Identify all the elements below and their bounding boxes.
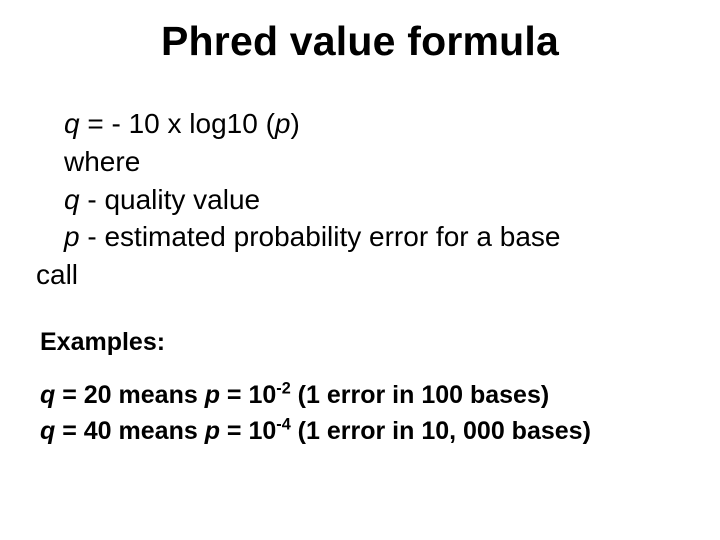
formula-line-4-left: p - estimated probability error for a	[64, 221, 500, 252]
var-p: p	[64, 221, 80, 252]
page-title: Phred value formula	[36, 18, 684, 65]
formula-text: )	[291, 108, 300, 139]
examples-block: q = 20 means p = 10-2 (1 error in 100 ba…	[40, 377, 684, 450]
formula-line-4: p - estimated probability error for a ba…	[64, 218, 674, 256]
exponent: -2	[276, 380, 290, 398]
exponent: -4	[276, 416, 290, 434]
var-q: q	[40, 417, 55, 445]
formula-text: = - 10 x log10 (	[80, 108, 275, 139]
examples-heading: Examples:	[40, 328, 684, 357]
formula-line-5: call	[36, 256, 674, 294]
example-text: (1 error in 10, 000 bases)	[291, 417, 591, 445]
formula-line-4-right: base	[500, 221, 561, 252]
formula-block: q = - 10 x log10 (p) where q - quality v…	[64, 105, 674, 294]
formula-text: - estimated probability error for a	[80, 221, 492, 252]
example-row: q = 20 means p = 10-2 (1 error in 100 ba…	[40, 377, 684, 413]
formula-line-2: where	[64, 143, 674, 181]
example-text: = 10	[220, 381, 276, 409]
var-p: p	[205, 381, 220, 409]
formula-text: - quality value	[80, 184, 261, 215]
var-q: q	[64, 108, 80, 139]
example-text: = 10	[220, 417, 276, 445]
formula-line-1: q = - 10 x log10 (p)	[64, 105, 674, 143]
slide: Phred value formula q = - 10 x log10 (p)…	[0, 0, 720, 540]
example-text: (1 error in 100 bases)	[291, 381, 549, 409]
var-q: q	[40, 381, 55, 409]
example-text: = 20 means	[55, 381, 204, 409]
var-p: p	[205, 417, 220, 445]
example-text: = 40 means	[55, 417, 204, 445]
var-q: q	[64, 184, 80, 215]
var-p: p	[275, 108, 291, 139]
formula-line-3: q - quality value	[64, 181, 674, 219]
example-row: q = 40 means p = 10-4 (1 error in 10, 00…	[40, 413, 684, 449]
